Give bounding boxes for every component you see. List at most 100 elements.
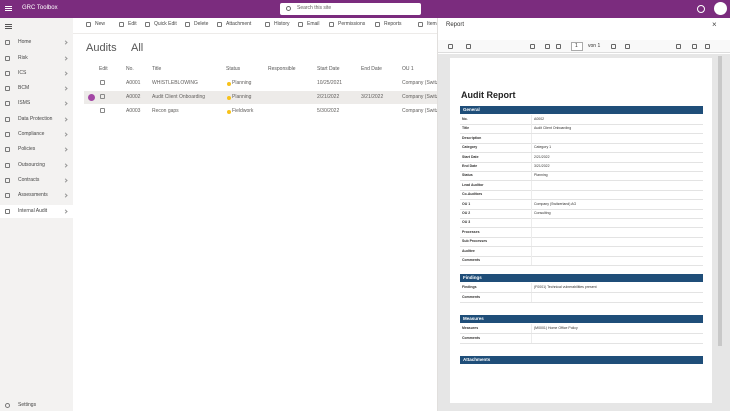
command-label: History: [274, 21, 290, 27]
nav-item[interactable]: Contracts: [0, 174, 73, 187]
edit-icon[interactable]: [100, 94, 105, 99]
edit-icon[interactable]: [100, 108, 105, 113]
nav-icon: [5, 403, 10, 408]
edit-icon[interactable]: [100, 80, 105, 85]
field-rule: [460, 292, 703, 294]
list-row[interactable]: A0001 WHISTLEBLOWING Planning 10/25/2021 Com…: [84, 77, 439, 90]
toolbar-button[interactable]: [625, 44, 630, 49]
toolbar-button[interactable]: [545, 44, 550, 49]
field-value: (F0001) Technical vulnerabilities presen…: [534, 285, 597, 290]
search-box[interactable]: Search this site: [280, 3, 421, 15]
cell-ou1: Company (Switz: [402, 108, 439, 114]
nav-item[interactable]: Outsourcing: [0, 159, 73, 172]
nav-item[interactable]: ISMS: [0, 97, 73, 110]
nav-item[interactable]: Data Protection: [0, 113, 73, 126]
field-value: Planning: [534, 173, 548, 178]
toolbar-button[interactable]: [448, 44, 453, 49]
list-row[interactable]: A0003 Recon gaps Fieldwork 5/30/2022 Company…: [84, 105, 439, 118]
column-header[interactable]: OU 1: [402, 66, 414, 72]
command-divider: [73, 33, 437, 34]
field-divider: [531, 218, 532, 228]
field-rule: [460, 161, 703, 163]
close-button[interactable]: ×: [712, 20, 717, 29]
command-label: Items: [427, 21, 440, 27]
page-number: 1: [575, 43, 578, 49]
page-input[interactable]: [571, 42, 583, 51]
toolbar-button[interactable]: [466, 44, 471, 49]
nav-label: Outsourcing: [18, 162, 45, 168]
nav-toggle[interactable]: [5, 24, 12, 25]
left-nav: Home Risk ICS BCM ISMS Data Protection Complia…: [0, 18, 73, 411]
field-label: Start Date: [462, 154, 479, 159]
column-header[interactable]: Responsible: [268, 66, 296, 72]
section-title: Findings: [463, 275, 482, 281]
nav-item[interactable]: Policies: [0, 143, 73, 156]
cell-ou1: Company (Switz: [402, 94, 439, 100]
column-header[interactable]: Status: [226, 66, 241, 72]
nav-item[interactable]: Home: [0, 36, 73, 49]
command-icon: [119, 22, 124, 27]
column-header[interactable]: Start Date: [317, 66, 340, 72]
field-rule: [460, 301, 703, 303]
section-heading: Findings: [460, 274, 703, 283]
field-divider: [531, 133, 532, 143]
toolbar-button[interactable]: [676, 44, 681, 49]
nav-icon: [5, 178, 10, 183]
toolbar-button[interactable]: [611, 44, 616, 49]
column-header[interactable]: No.: [126, 66, 134, 72]
cell-start: 10/25/2021: [317, 80, 343, 86]
toolbar-button[interactable]: [705, 44, 710, 49]
nav-item[interactable]: Settings: [0, 399, 73, 411]
field-rule: [460, 265, 703, 266]
nav-label: ICS: [18, 70, 27, 76]
field-rule: [460, 124, 703, 125]
nav-item[interactable]: Internal Audit: [0, 205, 73, 218]
app-title[interactable]: GRC Toolbox: [22, 5, 58, 11]
field-divider: [531, 256, 532, 265]
field-divider: [531, 162, 532, 171]
field-rule: [460, 199, 703, 201]
field-label: Findings: [462, 285, 477, 290]
section-heading: General: [460, 106, 703, 114]
nav-item[interactable]: ICS: [0, 67, 73, 80]
cell-title: Audit Client Onboarding: [152, 94, 206, 100]
cell-no: A0001: [126, 80, 141, 86]
field-divider: [531, 180, 532, 190]
nav-icon: [5, 86, 10, 91]
panel-title: Report: [446, 22, 465, 28]
command-label: New: [95, 21, 106, 27]
nav-label: Policies: [18, 146, 36, 152]
nav-item[interactable]: Risk: [0, 52, 73, 65]
field-rule: [460, 255, 703, 257]
view-selector[interactable]: All: [131, 42, 144, 54]
field-rule: [460, 142, 703, 144]
field-value: 2/21/2022: [534, 154, 550, 159]
scrollbar: [718, 56, 722, 346]
list-row[interactable]: A0002 Audit Client Onboarding Planning 2/21…: [84, 91, 439, 104]
field-rule: [460, 189, 703, 191]
avatar[interactable]: [714, 2, 727, 15]
help-icon[interactable]: [697, 5, 705, 13]
toolbar-button[interactable]: [530, 44, 535, 49]
nav-item[interactable]: Assessments: [0, 189, 73, 202]
top-bar: GRC Toolbox Search this site: [0, 0, 730, 18]
field-label: Processes: [462, 229, 480, 234]
cell-ou1: Company (Switz: [402, 80, 439, 86]
field-value: Consulting: [534, 211, 551, 215]
field-divider: [531, 190, 532, 200]
toolbar-button[interactable]: [556, 44, 561, 49]
nav-icon: [5, 71, 10, 76]
field-value: Category 1: [534, 145, 552, 150]
column-header[interactable]: End Date: [361, 66, 382, 72]
column-header[interactable]: Title: [152, 66, 162, 72]
toolbar-button[interactable]: [692, 44, 697, 49]
cell-start: 2/21/2022: [317, 94, 340, 100]
field-divider: [531, 143, 532, 153]
nav-icon: [5, 132, 10, 137]
column-header[interactable]: Edit: [99, 66, 108, 72]
nav-item[interactable]: BCM: [0, 82, 73, 95]
nav-chevron: [63, 101, 68, 106]
nav-item[interactable]: Compliance: [0, 128, 73, 141]
nav-label: Risk: [18, 55, 28, 61]
